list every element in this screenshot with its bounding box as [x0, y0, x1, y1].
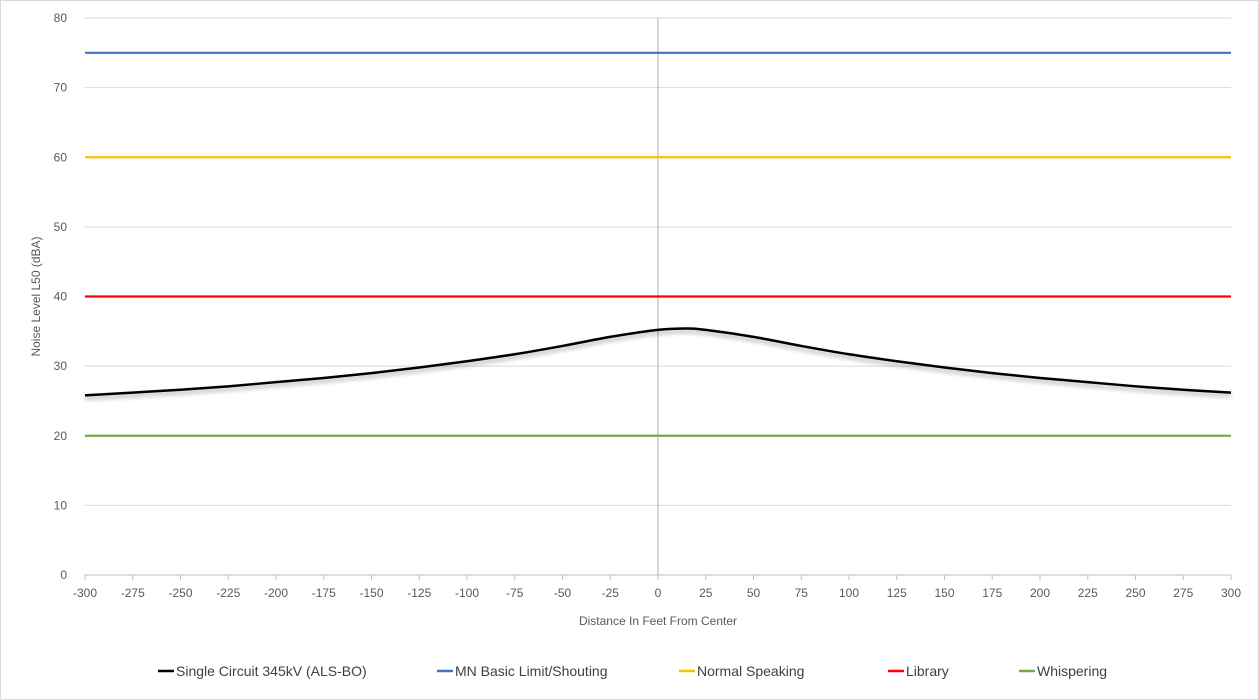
x-tick-label: -225 [216, 586, 240, 600]
x-tick-label: -300 [73, 586, 97, 600]
y-tick-label: 70 [54, 81, 68, 95]
x-tick-label: -275 [121, 586, 145, 600]
x-tick-label: 175 [982, 586, 1002, 600]
legend-label-mn-basic-limit-shouting: MN Basic Limit/Shouting [455, 663, 608, 679]
y-tick-label: 20 [54, 429, 68, 443]
x-tick-label: -175 [312, 586, 336, 600]
x-tick-label: -250 [168, 586, 192, 600]
x-tick-label: -200 [264, 586, 288, 600]
y-tick-label: 10 [54, 498, 68, 512]
x-tick-label: 150 [934, 586, 954, 600]
x-axis-title: Distance In Feet From Center [579, 614, 737, 628]
x-tick-label: -50 [554, 586, 572, 600]
y-tick-label: 50 [54, 220, 68, 234]
x-tick-label: 100 [839, 586, 859, 600]
y-axis-title: Noise Level L50 (dBA) [29, 236, 43, 356]
x-tick-label: 300 [1221, 586, 1241, 600]
x-tick-label: 275 [1173, 586, 1193, 600]
legend-label-normal-speaking: Normal Speaking [697, 663, 804, 679]
x-tick-label: 75 [795, 586, 809, 600]
x-tick-label: 225 [1078, 586, 1098, 600]
y-tick-label: 0 [60, 568, 67, 582]
x-tick-label: 0 [655, 586, 662, 600]
x-tick-label: -125 [407, 586, 431, 600]
x-tick-label: -75 [506, 586, 524, 600]
y-tick-label: 80 [54, 11, 68, 25]
series-lines [84, 51, 1232, 437]
y-tick-label: 30 [54, 359, 68, 373]
series-line-single-circuit-345kv-als-bo [84, 327, 1232, 397]
y-tick-label: 60 [54, 150, 68, 164]
x-tick-label: 25 [699, 586, 713, 600]
y-tick-label: 40 [54, 290, 68, 304]
x-tick-label: -25 [602, 586, 620, 600]
legend: Single Circuit 345kV (ALS-BO) MN Basic Li… [158, 663, 1107, 679]
x-tick-label: -150 [359, 586, 383, 600]
axes [84, 18, 1232, 580]
legend-label-single-circuit-345kv-als-bo: Single Circuit 345kV (ALS-BO) [176, 663, 367, 679]
x-tick-label: 125 [887, 586, 907, 600]
x-tick-label: 50 [747, 586, 761, 600]
x-tick-label: -100 [455, 586, 479, 600]
legend-label-library: Library [906, 663, 949, 679]
x-tick-label: 250 [1125, 586, 1145, 600]
legend-label-whispering: Whispering [1037, 663, 1107, 679]
x-tick-label: 200 [1030, 586, 1050, 600]
